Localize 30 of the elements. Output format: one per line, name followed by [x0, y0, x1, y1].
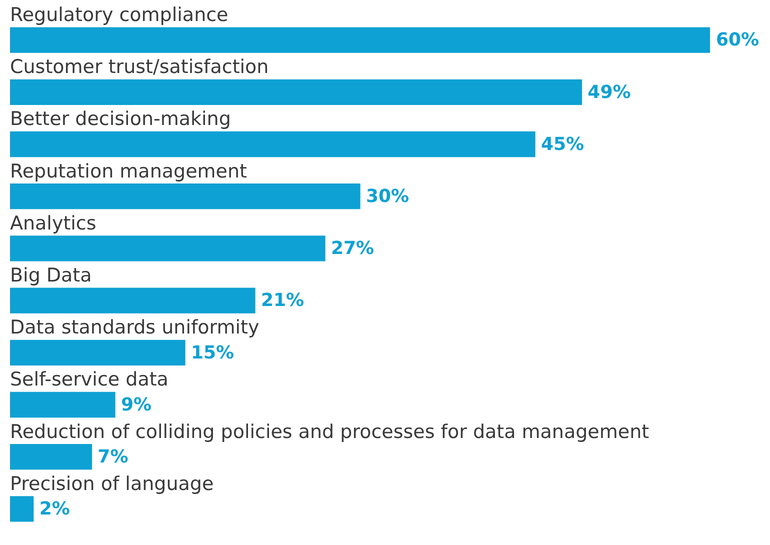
bar: [10, 27, 710, 53]
y-tick-label: Analytics: [10, 212, 96, 234]
data-label: 49%: [588, 82, 631, 103]
y-tick-label: Big Data: [10, 264, 92, 286]
y-tick-label: Reduction of colliding policies and processes for data management: [10, 420, 650, 443]
bar: [10, 184, 360, 210]
bar: [10, 444, 92, 470]
y-tick-label: Data standards uniformity: [10, 316, 260, 339]
data-label: 15%: [191, 342, 234, 364]
data-label: 21%: [261, 290, 304, 312]
bar: [10, 131, 536, 158]
bar: [10, 496, 34, 522]
bar: [10, 236, 326, 262]
y-tick-label: Precision of language: [10, 472, 214, 495]
bar: [10, 288, 256, 314]
y-tick-label: Customer trust/satisfaction: [10, 56, 269, 78]
data-label: 30%: [366, 186, 410, 208]
data-label: 2%: [39, 498, 70, 520]
y-tick-label: Regulatory compliance: [10, 4, 228, 26]
data-label: 60%: [716, 30, 760, 51]
bar: [10, 392, 116, 418]
bar: [10, 79, 582, 105]
data-label: 7%: [98, 446, 128, 468]
bar: [10, 340, 186, 366]
y-tick-label: Self-service data: [10, 368, 168, 391]
data-label: 27%: [331, 238, 374, 260]
y-tick-label: Reputation management: [10, 160, 247, 182]
y-tick-label: Better decision-making: [10, 108, 231, 130]
data-label: 9%: [121, 394, 152, 416]
data-label: 45%: [541, 134, 584, 155]
